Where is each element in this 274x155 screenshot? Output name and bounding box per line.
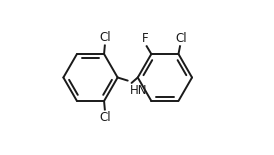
Text: Cl: Cl bbox=[175, 32, 187, 45]
Text: F: F bbox=[142, 32, 149, 45]
Text: Cl: Cl bbox=[99, 111, 111, 124]
Text: HN: HN bbox=[130, 84, 147, 97]
Text: Cl: Cl bbox=[99, 31, 111, 44]
